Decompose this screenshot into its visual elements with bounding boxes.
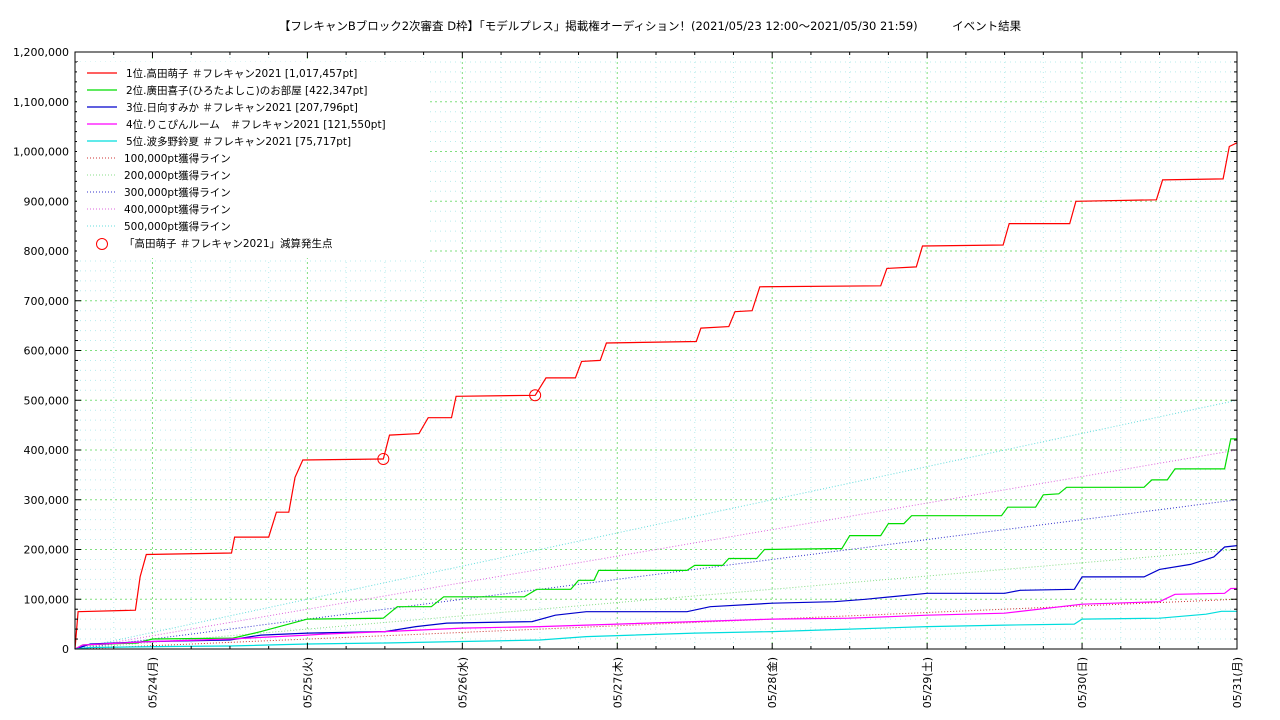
x-tick-label: 05/27(木)	[611, 657, 624, 708]
x-tick-label: 05/30(日)	[1076, 657, 1089, 708]
y-tick-label: 100,000	[24, 593, 70, 606]
series-lines	[74, 142, 1238, 650]
legend-ref-entry-3: 300,000pt獲得ライン	[124, 186, 231, 199]
x-tick-label: 05/29(土)	[921, 657, 934, 708]
series-line-4	[74, 587, 1237, 650]
x-tick-label: 05/24(月)	[146, 657, 159, 708]
reference-lines	[74, 399, 1238, 650]
legend-entry-1: 1位.高田萌子 ＃フレキャン2021 [1,017,457pt]	[126, 67, 357, 80]
legend-background	[77, 62, 429, 258]
markers	[377, 389, 542, 465]
grid-lines	[75, 52, 1237, 649]
y-tick-label: 1,000,000	[13, 146, 69, 159]
legend-entry-2: 2位.廣田喜子(ひろたよしこ)のお部屋 [422,347pt]	[126, 84, 367, 97]
plot-frame	[74, 51, 1238, 650]
x-tick-label: 05/28(金)	[765, 657, 779, 708]
y-tick-label: 800,000	[24, 245, 70, 258]
reference-line-1	[74, 598, 1238, 650]
y-tick-label: 400,000	[24, 444, 70, 457]
legend-ref-entry-1: 100,000pt獲得ライン	[124, 152, 231, 165]
x-tick-label: 05/31(月)	[1231, 657, 1244, 708]
x-tick-label: 05/25(火)	[301, 657, 314, 708]
series-line-2	[74, 438, 1237, 650]
legend-ref-entry-5: 500,000pt獲得ライン	[124, 220, 231, 233]
chart-title: 【フレキャンBブロック2次審査 D枠】「モデルプレス」掲載権オーディション！(2…	[279, 19, 1022, 33]
marker-point-1	[377, 452, 390, 465]
y-tick-label: 700,000	[24, 295, 70, 308]
reference-line-5	[74, 399, 1238, 650]
y-tick-label: 1,100,000	[13, 96, 69, 109]
legend-entry-5: 5位.波多野鈴夏 ＃フレキャン2021 [75,717pt]	[126, 135, 351, 148]
legend-marker-swatch	[96, 238, 108, 250]
legend-ref-entry-4: 400,000pt獲得ライン	[124, 203, 231, 216]
legend-marker-entry: 「高田萌子 ＃フレキャン2021」減算発生点	[124, 237, 333, 250]
legend: 1位.高田萌子 ＃フレキャン2021 [1,017,457pt] 2位.廣田喜子(…	[77, 62, 429, 258]
x-axis: 05/24(月) 05/25(火) 05/26(水) 05/27(木) 05/28(金)…	[113, 52, 1244, 708]
legend-entry-4: 4位.りこぴんルーム ＃フレキャン2021 [121,550pt]	[126, 118, 386, 131]
legend-entry-3: 3位.日向すみか ＃フレキャン2021 [207,796pt]	[126, 101, 358, 114]
y-tick-label: 500,000	[24, 394, 70, 407]
series-line-3	[74, 545, 1238, 650]
y-tick-label: 600,000	[24, 345, 70, 358]
y-tick-label: 900,000	[24, 195, 70, 208]
y-tick-label: 300,000	[24, 494, 70, 507]
reference-line-3	[74, 499, 1238, 650]
series-line-1	[74, 142, 1238, 650]
y-tick-label: 1,200,000	[13, 46, 69, 59]
series-line-5	[74, 610, 1237, 650]
y-tick-label: 0	[62, 643, 69, 656]
x-tick-label: 05/26(水)	[456, 657, 469, 708]
legend-ref-entry-2: 200,000pt獲得ライン	[124, 169, 231, 182]
marker-point-2	[529, 389, 542, 402]
y-tick-label: 200,000	[24, 544, 70, 557]
